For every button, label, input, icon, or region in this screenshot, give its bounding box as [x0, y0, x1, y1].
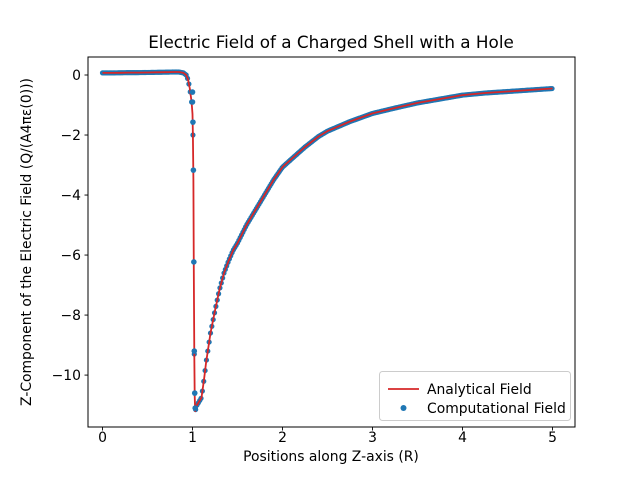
legend-box — [379, 371, 571, 421]
x-tick-label: 2 — [278, 430, 287, 446]
computational-dot — [189, 99, 196, 105]
legend: Analytical Field Computational Field — [379, 371, 571, 421]
analytical-line — [102, 71, 553, 412]
x-axis-label: Positions along Z-axis (R) — [243, 449, 419, 465]
computational-dot — [191, 390, 198, 396]
legend-dot-sample — [400, 405, 407, 411]
y-tick-label: −6 — [61, 248, 81, 264]
x-tick-label: 5 — [548, 430, 557, 446]
x-tick-label: 3 — [368, 430, 377, 446]
computational-dot — [190, 119, 196, 125]
computational-plunge-dots — [189, 89, 198, 411]
series-layer — [99, 69, 555, 413]
computational-dot — [192, 405, 198, 411]
y-tick-label: 0 — [72, 68, 81, 84]
x-tick-label: 1 — [188, 430, 197, 446]
tick-labels: 0 1 2 3 4 5 0 −2 −4 −6 −8 −10 — [52, 68, 557, 446]
legend-item-computational: Computational Field — [400, 401, 566, 417]
x-tick-label: 0 — [98, 430, 107, 446]
legend-item-analytical: Analytical Field — [388, 382, 532, 398]
y-tick-label: −2 — [61, 128, 81, 144]
computational-dot — [191, 348, 198, 354]
y-axis-label: Z-Component of the Electric Field (Q/(A4… — [19, 78, 35, 406]
legend-label-computational: Computational Field — [427, 401, 566, 417]
y-tick-label: −4 — [61, 188, 82, 204]
computational-dot — [189, 89, 196, 95]
legend-label-analytical: Analytical Field — [427, 382, 532, 398]
y-tick-label: −10 — [52, 368, 81, 384]
plot-frame — [87, 56, 576, 428]
x-tick-label: 4 — [458, 430, 467, 446]
computational-dot — [191, 259, 197, 265]
computational-dot — [190, 167, 197, 173]
chart-title: Electric Field of a Charged Shell with a… — [148, 32, 514, 52]
tick-marks — [84, 74, 553, 431]
y-tick-label: −8 — [61, 308, 81, 324]
